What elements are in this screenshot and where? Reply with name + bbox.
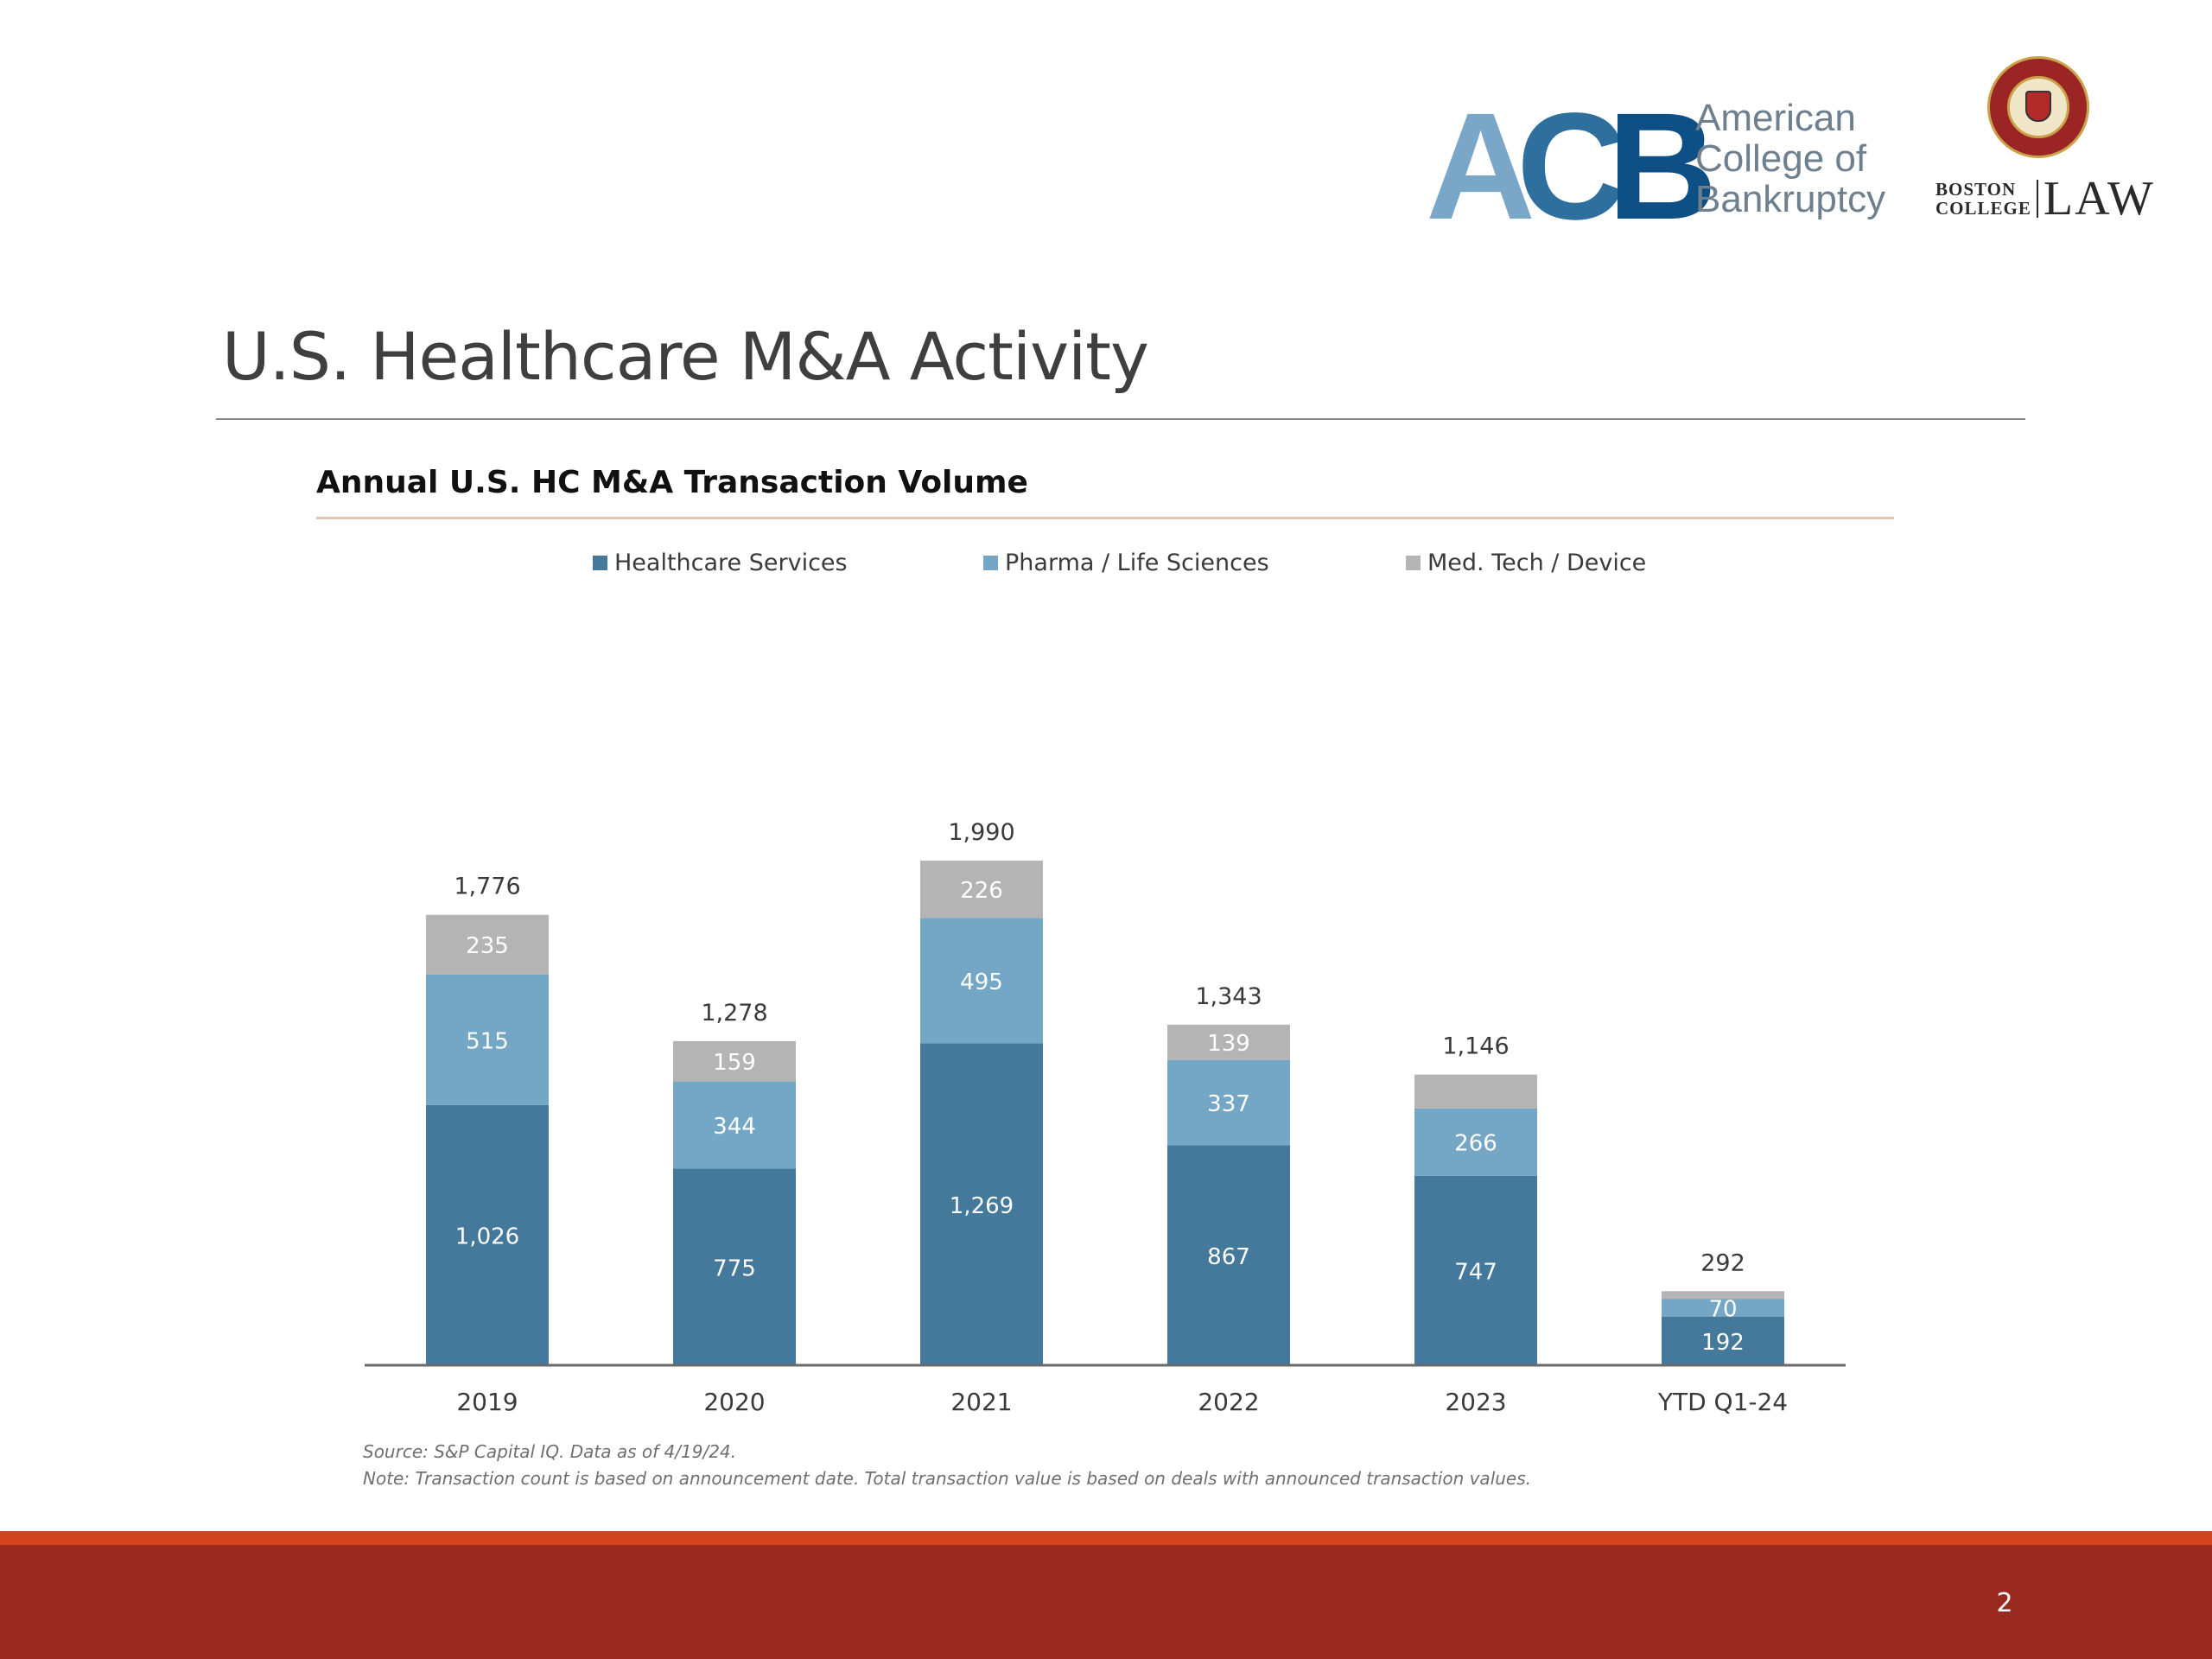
data-label: 515	[466, 1028, 509, 1054]
legend-item-med-tech-device: Med. Tech / Device	[1406, 550, 1646, 584]
x-tick-label: 2020	[703, 1388, 765, 1416]
bar-segment	[1414, 1108, 1537, 1176]
data-label: 139	[1207, 1031, 1250, 1057]
boston-college-law-logo: BOSTON COLLEGE LAW	[1936, 56, 2155, 229]
chart-title-divider	[316, 517, 1894, 519]
x-tick-label: 2019	[456, 1388, 518, 1416]
bar-segment	[920, 918, 1043, 1044]
bar-segment	[920, 860, 1043, 918]
data-label: 235	[466, 933, 509, 959]
title-divider	[216, 418, 2025, 420]
data-label: 337	[1207, 1091, 1250, 1117]
total-label: 1,146	[1442, 1033, 1509, 1060]
acb-logo: ACB American College of Bankruptcy	[1426, 91, 1885, 243]
data-label: 775	[713, 1255, 756, 1281]
slide-title: U.S. Healthcare M&A Activity	[222, 318, 1149, 395]
data-label: 1,026	[455, 1224, 519, 1249]
bar-segment	[673, 1168, 796, 1365]
bar-segment	[920, 1043, 1043, 1365]
bar-segment	[1662, 1299, 1784, 1317]
bar-segment	[426, 914, 549, 975]
chart-title: Annual U.S. HC M&A Transaction Volume	[316, 465, 1028, 500]
data-label: 747	[1454, 1259, 1497, 1285]
bar-segment	[1662, 1291, 1784, 1300]
legend-item-pharma-life-sciences: Pharma / Life Sciences	[983, 550, 1269, 584]
data-label: 192	[1701, 1330, 1745, 1356]
x-tick-label: 2021	[950, 1388, 1012, 1416]
acb-logo-line: Bankruptcy	[1695, 178, 1886, 220]
data-label: 867	[1207, 1244, 1250, 1270]
total-label: 1,776	[454, 874, 520, 900]
bar-segment	[673, 1040, 796, 1082]
data-label: 344	[713, 1114, 756, 1140]
legend-swatch	[1406, 556, 1421, 570]
legend-swatch	[983, 556, 998, 570]
total-label: 1,278	[701, 1000, 767, 1027]
x-tick-label: YTD Q1-24	[1657, 1388, 1788, 1416]
page-number: 2	[1996, 1588, 2013, 1618]
boston-college-seal-icon	[1987, 56, 2089, 158]
bar-segment	[426, 1104, 549, 1365]
source-note: Source: S&P Capital IQ. Data as of 4/19/…	[363, 1441, 737, 1462]
divider	[2036, 180, 2038, 218]
bar-segment	[1662, 1316, 1784, 1365]
footer-accent-line	[0, 1531, 2212, 1545]
law-word: LAW	[2043, 172, 2155, 226]
acb-logo-text: American College of Bankruptcy	[1695, 98, 1885, 219]
footnote: Note: Transaction count is based on anno…	[363, 1468, 1532, 1489]
bar-segment	[1167, 1145, 1290, 1365]
total-label: 1,990	[948, 819, 1014, 846]
boston-college-words: BOSTON COLLEGE	[1936, 179, 2031, 219]
x-tick-label: 2022	[1198, 1388, 1259, 1416]
x-tick-label: 2023	[1445, 1388, 1506, 1416]
bar-segment	[673, 1081, 796, 1169]
bar-segment	[1167, 1059, 1290, 1146]
boston-college-law-wordmark: BOSTON COLLEGE LAW	[1936, 172, 2155, 226]
data-label: 70	[1708, 1296, 1737, 1322]
acb-logo-line: American	[1695, 97, 1856, 139]
data-label: 226	[960, 878, 1003, 904]
total-label: 292	[1700, 1249, 1745, 1276]
footer-bar	[0, 1545, 2212, 1659]
total-label: 1,343	[1195, 983, 1262, 1010]
bar-segment	[1414, 1074, 1537, 1109]
bar-segment	[1414, 1175, 1537, 1365]
bar-segment	[1167, 1024, 1290, 1060]
legend-item-healthcare-services: Healthcare Services	[593, 550, 848, 584]
legend-swatch	[593, 556, 607, 570]
legend-label: Pharma / Life Sciences	[1005, 550, 1269, 576]
data-label: 266	[1454, 1131, 1497, 1157]
legend-label: Med. Tech / Device	[1427, 550, 1647, 576]
data-label: 1,269	[950, 1193, 1014, 1219]
bar-segment	[426, 974, 549, 1105]
acb-logo-line: College of	[1695, 137, 1867, 180]
data-label: 159	[713, 1050, 756, 1076]
legend-label: Healthcare Services	[614, 550, 848, 576]
data-label: 495	[960, 969, 1003, 995]
